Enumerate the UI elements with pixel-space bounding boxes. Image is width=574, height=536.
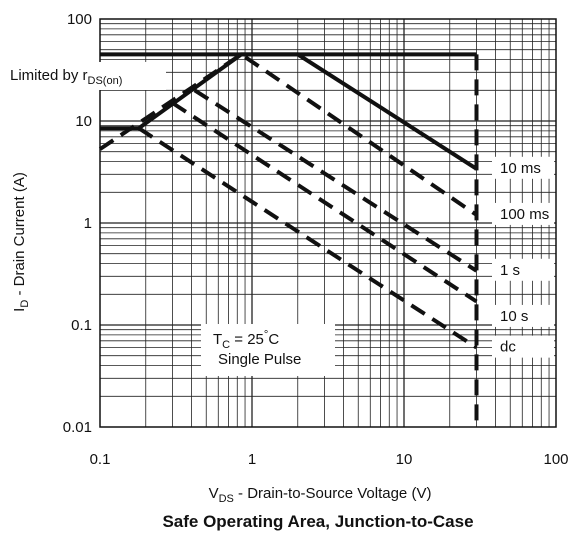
series-label-bg (492, 202, 554, 225)
limit-label: Limited by rDS(on) (10, 67, 122, 87)
series-label-dc: dc (500, 339, 516, 356)
x-tick-label: 10 (396, 451, 413, 468)
x-tick-label: 1 (248, 451, 256, 468)
annotation-tc: T (213, 331, 222, 348)
y-axis-label: ID - Drain Current (A) (11, 172, 31, 312)
x-axis-label-rest: - Drain-to-Source Voltage (V) (234, 485, 432, 502)
grid (100, 19, 556, 427)
y-tick-label: 100 (67, 11, 92, 28)
plot-frame (99, 18, 557, 428)
y-tick-label: 0.01 (63, 419, 92, 436)
y-tick-label: 1 (84, 215, 92, 232)
limit-label-main: Limited by r (10, 67, 88, 84)
y-tick-label: 10 (75, 113, 92, 130)
y-axis-label-main: I (11, 308, 28, 312)
series-label-bg (492, 258, 554, 281)
series-line-1-s (193, 88, 478, 273)
x-axis-label-sub: DS (219, 493, 234, 505)
series-label-100-ms: 100 ms (500, 206, 549, 223)
series-line-dc (137, 126, 478, 350)
annotation-degree: ° (264, 329, 268, 341)
x-axis-label: VDS - Drain-to-Source Voltage (V) (209, 485, 432, 505)
series-label-bg (492, 304, 554, 327)
annotation-tc-value: = 25 (230, 331, 264, 348)
series-label-bg (492, 335, 554, 358)
x-axis-label-main: V (209, 485, 219, 502)
series-labels: 10 ms 100 ms 1 s 10 s dc (492, 156, 554, 358)
series-label-bg (492, 156, 554, 179)
y-axis-label-sub: D (19, 300, 31, 308)
annotation-line1: TC = 25°C (213, 329, 279, 351)
y-tick-label: 0.1 (71, 317, 92, 334)
annotation-line2: Single Pulse (218, 351, 301, 368)
x-tick-labels: 0.1 1 10 100 (90, 451, 569, 468)
series-label-10-s: 10 s (500, 308, 528, 325)
annotation-bg (201, 324, 335, 376)
x-tick-label: 0.1 (90, 451, 111, 468)
series-line-10-s (171, 101, 478, 304)
annotation-unit: C (268, 331, 279, 348)
y-axis-label-rest: - Drain Current (A) (11, 172, 28, 300)
y-tick-labels: 100 10 1 0.1 0.01 (63, 11, 92, 436)
limit-label-bg (6, 62, 166, 90)
chart-title: Safe Operating Area, Junction-to-Case (162, 512, 473, 531)
series-label-1-s: 1 s (500, 262, 520, 279)
series-line-100-ms (98, 51, 478, 217)
series-group (98, 51, 479, 427)
series-label-10-ms: 10 ms (500, 160, 541, 177)
limit-label-sub: DS(on) (88, 75, 123, 87)
annotation-tc-sub: C (222, 339, 230, 351)
x-tick-label: 100 (543, 451, 568, 468)
